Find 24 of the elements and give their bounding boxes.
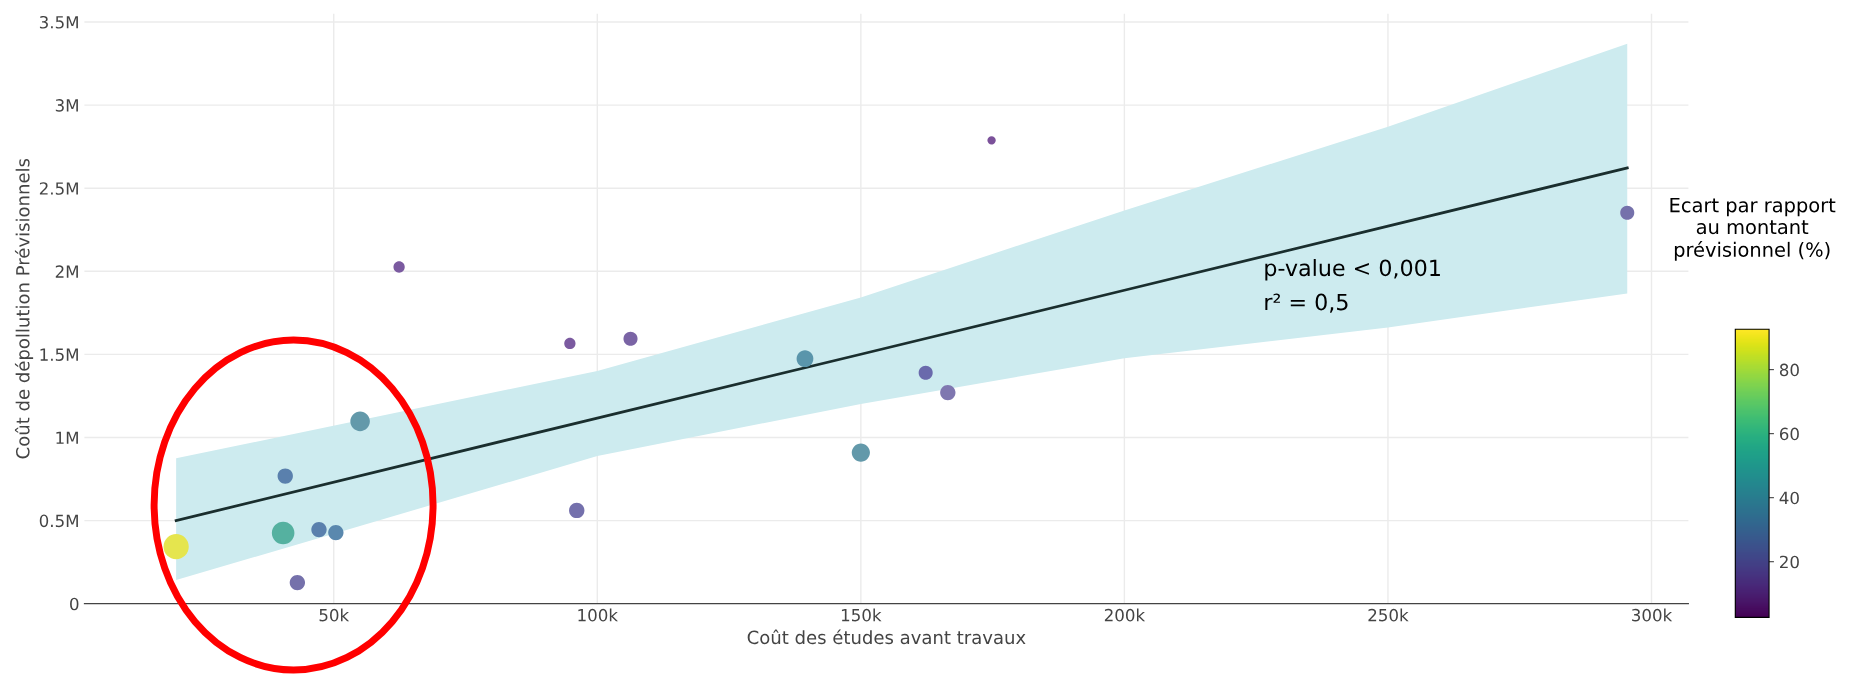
x-tick-label: 150k [841, 608, 882, 622]
line-series [174, 166, 1629, 522]
y-tick-label: 1M [56, 431, 78, 444]
color-bar-title: Ecart par rapport au montant prévisionnel (%) [1670, 197, 1836, 261]
color-bar-label: 20 [1780, 555, 1799, 569]
color-bar-label: 40 [1779, 491, 1799, 505]
annotation: p-value < 0,001 [1265, 259, 1440, 281]
color-bar-label: 80 [1779, 363, 1799, 377]
y-tick-label: 3.5M [39, 15, 78, 29]
x-axis-title: Coût des études avant travaux [747, 629, 1026, 645]
x-tick-label: 300k [1632, 608, 1673, 622]
y-tick-label: 0.5M [39, 514, 78, 528]
y-tick-label: 3M [55, 99, 78, 112]
x-tick-label: 250k [1368, 608, 1409, 622]
y-axis-title: Coût de dépollution Prévisionnels [14, 158, 34, 459]
y-tick-label: 1.5M [40, 348, 78, 361]
annotation: r² = 0,5 [1265, 293, 1348, 313]
x-tick-label: 200k [1104, 608, 1146, 622]
y-tick-label: 2.5M [39, 182, 78, 195]
y-tick-label: 0 [70, 597, 79, 611]
y-tick-label: 2M [55, 265, 78, 278]
x-tick-label: 50k [319, 608, 350, 622]
x-tick-label: 100k [578, 608, 618, 622]
color-bar-label: 60 [1779, 427, 1799, 441]
